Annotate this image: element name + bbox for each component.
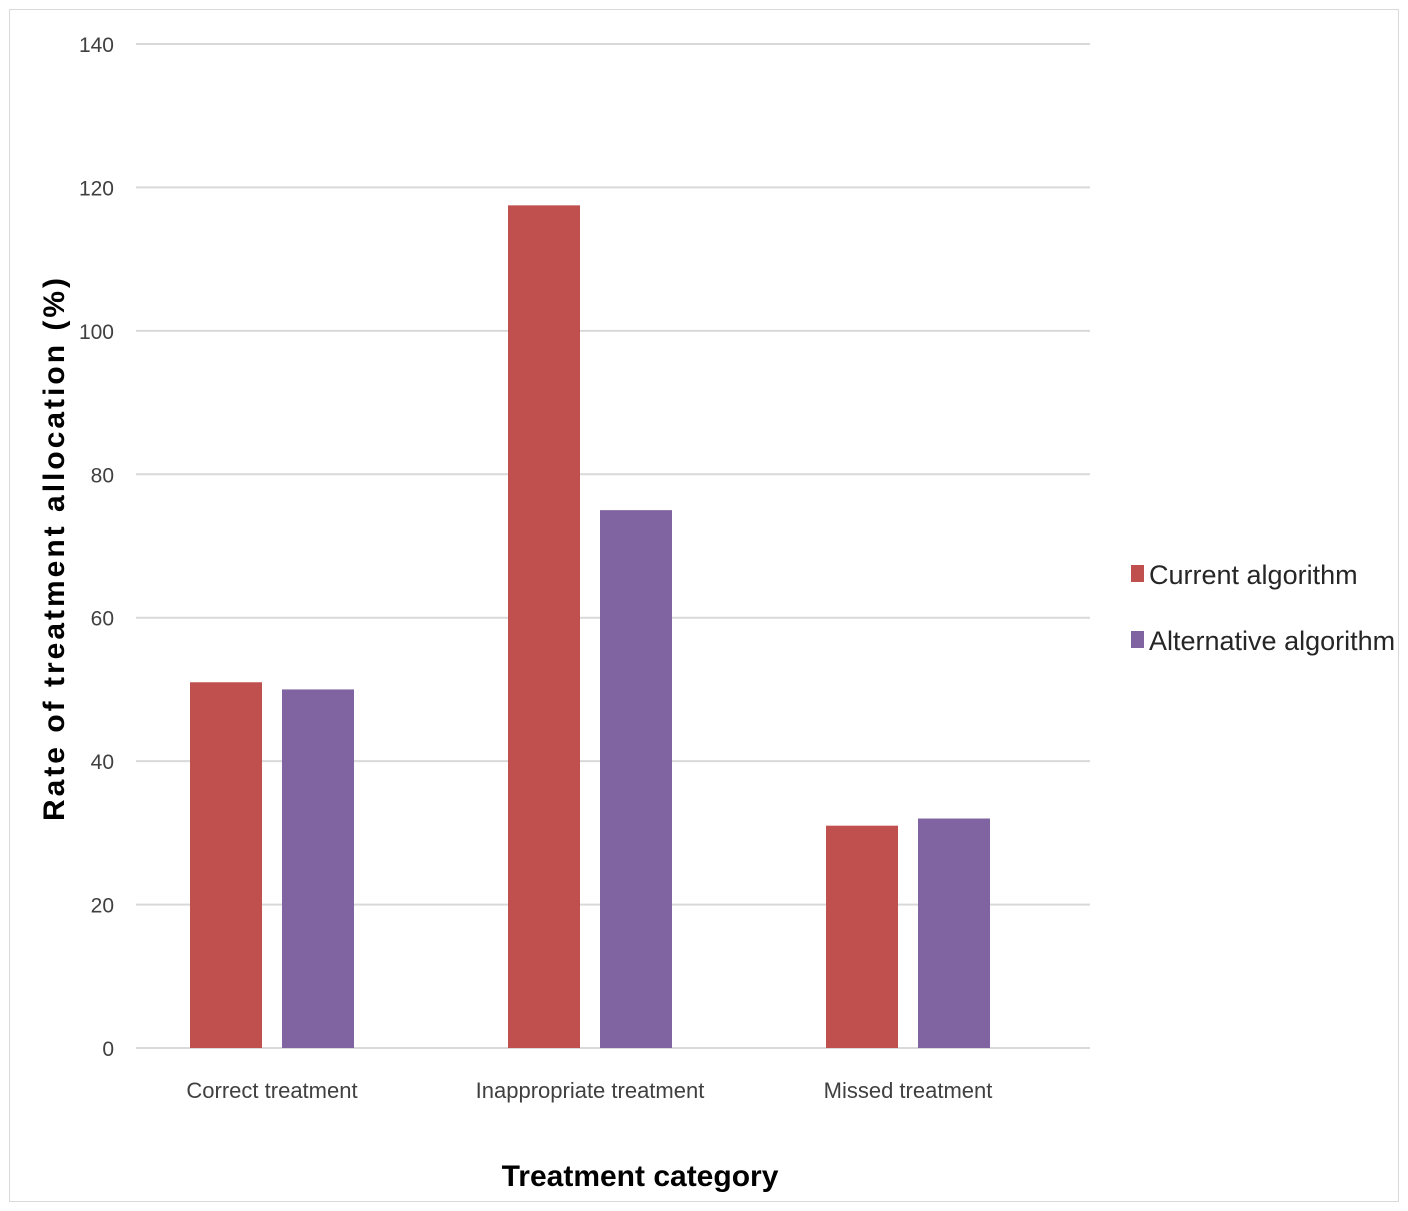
y-tick-label: 0 (102, 1038, 114, 1061)
y-axis-title: Rate of treatment allocation (%) (38, 275, 71, 821)
bar-alternative-2 (918, 818, 990, 1048)
y-tick-label: 120 (79, 177, 114, 200)
legend-swatch (1131, 631, 1144, 648)
y-tick-label: 80 (91, 464, 114, 487)
bar-current-0 (190, 682, 262, 1048)
bar-alternative-1 (600, 510, 672, 1049)
x-category-label: Correct treatment (186, 1078, 357, 1103)
y-tick-label: 140 (79, 34, 114, 57)
y-axis-ticks: 0 20 40 60 80 100 120 140 (79, 34, 114, 1061)
y-tick-label: 20 (91, 895, 114, 918)
bars (190, 205, 990, 1049)
legend-label: Current algorithm (1149, 560, 1358, 590)
bar-alternative-0 (282, 689, 354, 1048)
y-tick-label: 100 (79, 321, 114, 344)
x-axis-categories: Correct treatment Inappropriate treatment… (186, 1078, 992, 1103)
legend: Current algorithm Alternative algorithm (1131, 560, 1395, 656)
y-tick-label: 40 (91, 751, 114, 774)
legend-swatch (1131, 565, 1144, 582)
bar-current-2 (826, 825, 898, 1048)
x-category-label: Missed treatment (824, 1078, 993, 1103)
bar-current-1 (508, 205, 580, 1048)
x-axis-title: Treatment category (502, 1160, 779, 1193)
y-tick-label: 60 (91, 608, 114, 631)
legend-label: Alternative algorithm (1149, 626, 1395, 656)
x-category-label: Inappropriate treatment (476, 1078, 705, 1103)
